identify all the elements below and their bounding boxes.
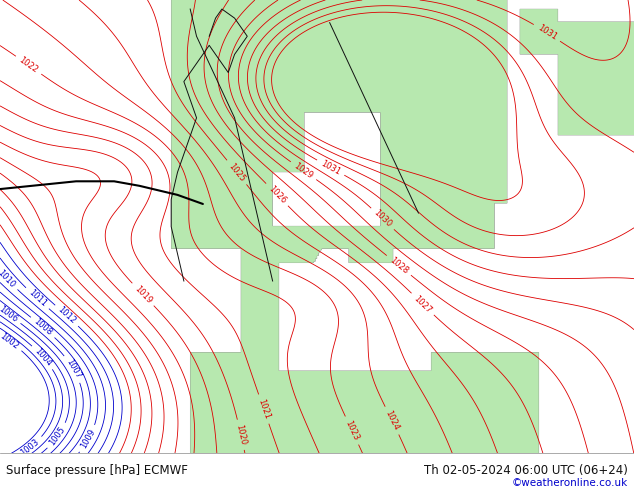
Text: 1002: 1002 <box>0 331 20 351</box>
Text: 1027: 1027 <box>412 294 434 315</box>
Text: 1019: 1019 <box>133 284 153 305</box>
Text: 1026: 1026 <box>266 184 288 205</box>
Text: 1006: 1006 <box>0 304 19 324</box>
Text: 1022: 1022 <box>17 55 40 75</box>
Text: 1024: 1024 <box>384 409 401 432</box>
Text: 1030: 1030 <box>372 208 393 229</box>
Text: 1003: 1003 <box>19 437 41 457</box>
Text: 1025: 1025 <box>227 161 247 183</box>
Text: 1010: 1010 <box>0 268 17 289</box>
Text: Th 02-05-2024 06:00 UTC (06+24): Th 02-05-2024 06:00 UTC (06+24) <box>424 465 628 477</box>
Text: 1004: 1004 <box>32 346 53 368</box>
Text: 1005: 1005 <box>48 425 67 447</box>
Text: 1008: 1008 <box>32 317 54 338</box>
Text: Surface pressure [hPa] ECMWF: Surface pressure [hPa] ECMWF <box>6 465 188 477</box>
Text: 1007: 1007 <box>64 357 82 380</box>
Text: 1012: 1012 <box>56 305 77 326</box>
Text: 1009: 1009 <box>79 428 98 450</box>
Text: 1021: 1021 <box>256 398 271 420</box>
Text: 1031: 1031 <box>536 23 559 42</box>
Text: 1020: 1020 <box>234 423 247 446</box>
Text: 1029: 1029 <box>292 161 314 180</box>
Text: 1031: 1031 <box>320 159 342 177</box>
Text: ©weatheronline.co.uk: ©weatheronline.co.uk <box>512 478 628 488</box>
Text: 1028: 1028 <box>388 255 410 275</box>
Text: 1023: 1023 <box>344 419 361 442</box>
Text: 1011: 1011 <box>27 288 48 309</box>
